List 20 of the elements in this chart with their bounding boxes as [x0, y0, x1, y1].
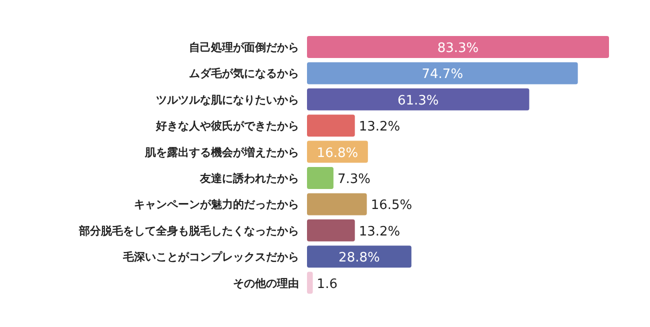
y-tick-label: 毛深いことがコンプレックスだから	[122, 250, 299, 264]
y-tick-label: ムダ毛が気になるから	[189, 67, 299, 80]
y-tick-label: ツルツルな肌になりたいから	[156, 93, 299, 106]
data-label: 16.8%	[316, 146, 358, 161]
data-label: 7.3%	[337, 172, 370, 187]
data-label: 28.8%	[338, 250, 380, 266]
data-label: 1.6	[316, 276, 338, 292]
y-tick-label: 自己処理が面倒だから	[189, 41, 299, 54]
data-label: 16.5%	[370, 198, 412, 214]
y-tick-label: 友達に誘われたから	[199, 172, 299, 185]
y-tick-label: 部分脱毛をして全身も脱毛したくなったから	[78, 224, 299, 238]
data-label: 83.3%	[437, 41, 479, 56]
y-tick-label: その他の理由	[233, 276, 299, 290]
data-label: 61.3%	[397, 93, 439, 108]
data-label: 13.2%	[358, 120, 400, 135]
data-label: 13.2%	[358, 224, 400, 240]
y-tick-label: 好きな人や彼氏ができたから	[155, 120, 299, 133]
y-tick-label: キャンペーンが魅力的だったから	[134, 198, 299, 212]
y-tick-label: 肌を露出する機会が増えたから	[144, 146, 299, 159]
data-label: 74.7%	[422, 67, 464, 82]
